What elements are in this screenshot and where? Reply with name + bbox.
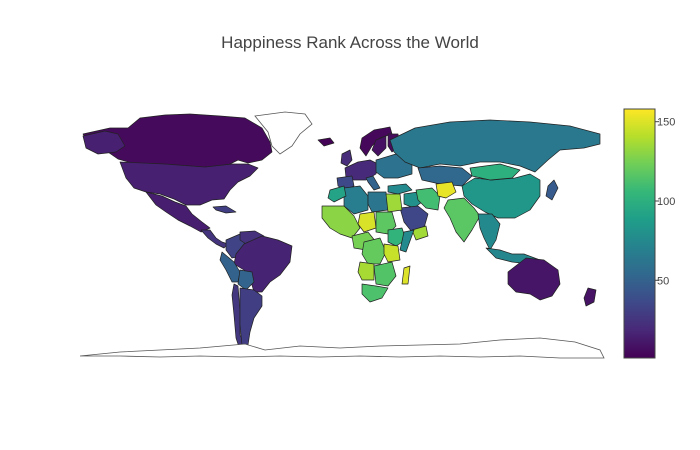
region-southern-africa[interactable]: Southern Africa bbox=[373, 261, 397, 287]
region-india[interactable]: India bbox=[443, 197, 481, 243]
region-morocco[interactable]: Morocco bbox=[327, 185, 347, 203]
region-peru[interactable]: Peru bbox=[219, 251, 241, 283]
region-somalia[interactable]: Somalia bbox=[399, 229, 415, 253]
region-new-zealand[interactable]: New Zealand bbox=[583, 287, 597, 307]
region-dr-congo[interactable]: DR Congo bbox=[361, 237, 387, 265]
chart-title: Happiness Rank Across the World bbox=[221, 33, 479, 52]
region-bolivia[interactable]: Bolivia bbox=[237, 269, 255, 291]
region-mongolia[interactable]: Mongolia bbox=[469, 163, 521, 181]
region-iran[interactable]: Iran bbox=[415, 187, 441, 211]
region-libya[interactable]: Libya bbox=[367, 191, 389, 213]
region-italy[interactable]: Italy bbox=[365, 175, 381, 191]
region-turkey[interactable]: Turkey bbox=[387, 183, 413, 195]
region-angola[interactable]: Angola bbox=[357, 261, 375, 281]
region-afghanistan[interactable]: Afghanistan bbox=[435, 181, 457, 199]
region-united-states[interactable]: United States bbox=[119, 161, 259, 206]
colorbar-ticks: 50 100 150 bbox=[655, 117, 675, 287]
colorbar-gradient bbox=[623, 108, 656, 359]
region-mexico[interactable]: Mexico bbox=[145, 191, 211, 233]
region-japan[interactable]: Japan bbox=[545, 179, 559, 201]
region-east-africa[interactable]: East Africa bbox=[383, 243, 401, 263]
region-yemen[interactable]: Yemen bbox=[411, 225, 429, 241]
colorbar: 50 100 150 bbox=[623, 108, 675, 359]
region-southeast-asia[interactable]: Southeast Asia bbox=[477, 213, 501, 251]
region-greenland[interactable]: Greenland bbox=[254, 111, 313, 155]
region-ethiopia[interactable]: Ethiopia bbox=[387, 227, 407, 247]
colorbar-tick-label: 50 bbox=[657, 275, 669, 287]
region-cuba[interactable]: Cuba bbox=[212, 205, 237, 214]
region-chad[interactable]: Chad bbox=[357, 211, 377, 233]
region-egypt[interactable]: Egypt bbox=[385, 193, 403, 213]
region-iceland[interactable]: Iceland bbox=[317, 137, 335, 147]
region-central-america[interactable]: Central America bbox=[200, 229, 229, 249]
region-russia[interactable]: Russia bbox=[389, 119, 601, 173]
region-south-africa[interactable]: South Africa bbox=[361, 283, 389, 303]
colorbar-tick-label: 150 bbox=[657, 117, 675, 129]
region-alaska[interactable]: Alaska bbox=[82, 130, 126, 155]
region-kazakhstan[interactable]: Kazakhstan bbox=[417, 165, 473, 187]
region-antarctica bbox=[79, 337, 605, 359]
region-sweden[interactable]: Sweden bbox=[371, 135, 387, 157]
map-regions: CanadaAlaska United StatesMexicoCentral A… bbox=[79, 111, 605, 359]
region-canada[interactable]: Canada bbox=[82, 113, 273, 169]
region-argentina[interactable]: Argentina bbox=[239, 287, 263, 346]
colorbar-tick-label: 100 bbox=[657, 196, 675, 208]
region-madagascar[interactable]: Madagascar bbox=[401, 265, 411, 285]
region-australia[interactable]: Australia bbox=[507, 257, 561, 301]
region-united-kingdom[interactable]: United Kingdom bbox=[340, 149, 353, 167]
